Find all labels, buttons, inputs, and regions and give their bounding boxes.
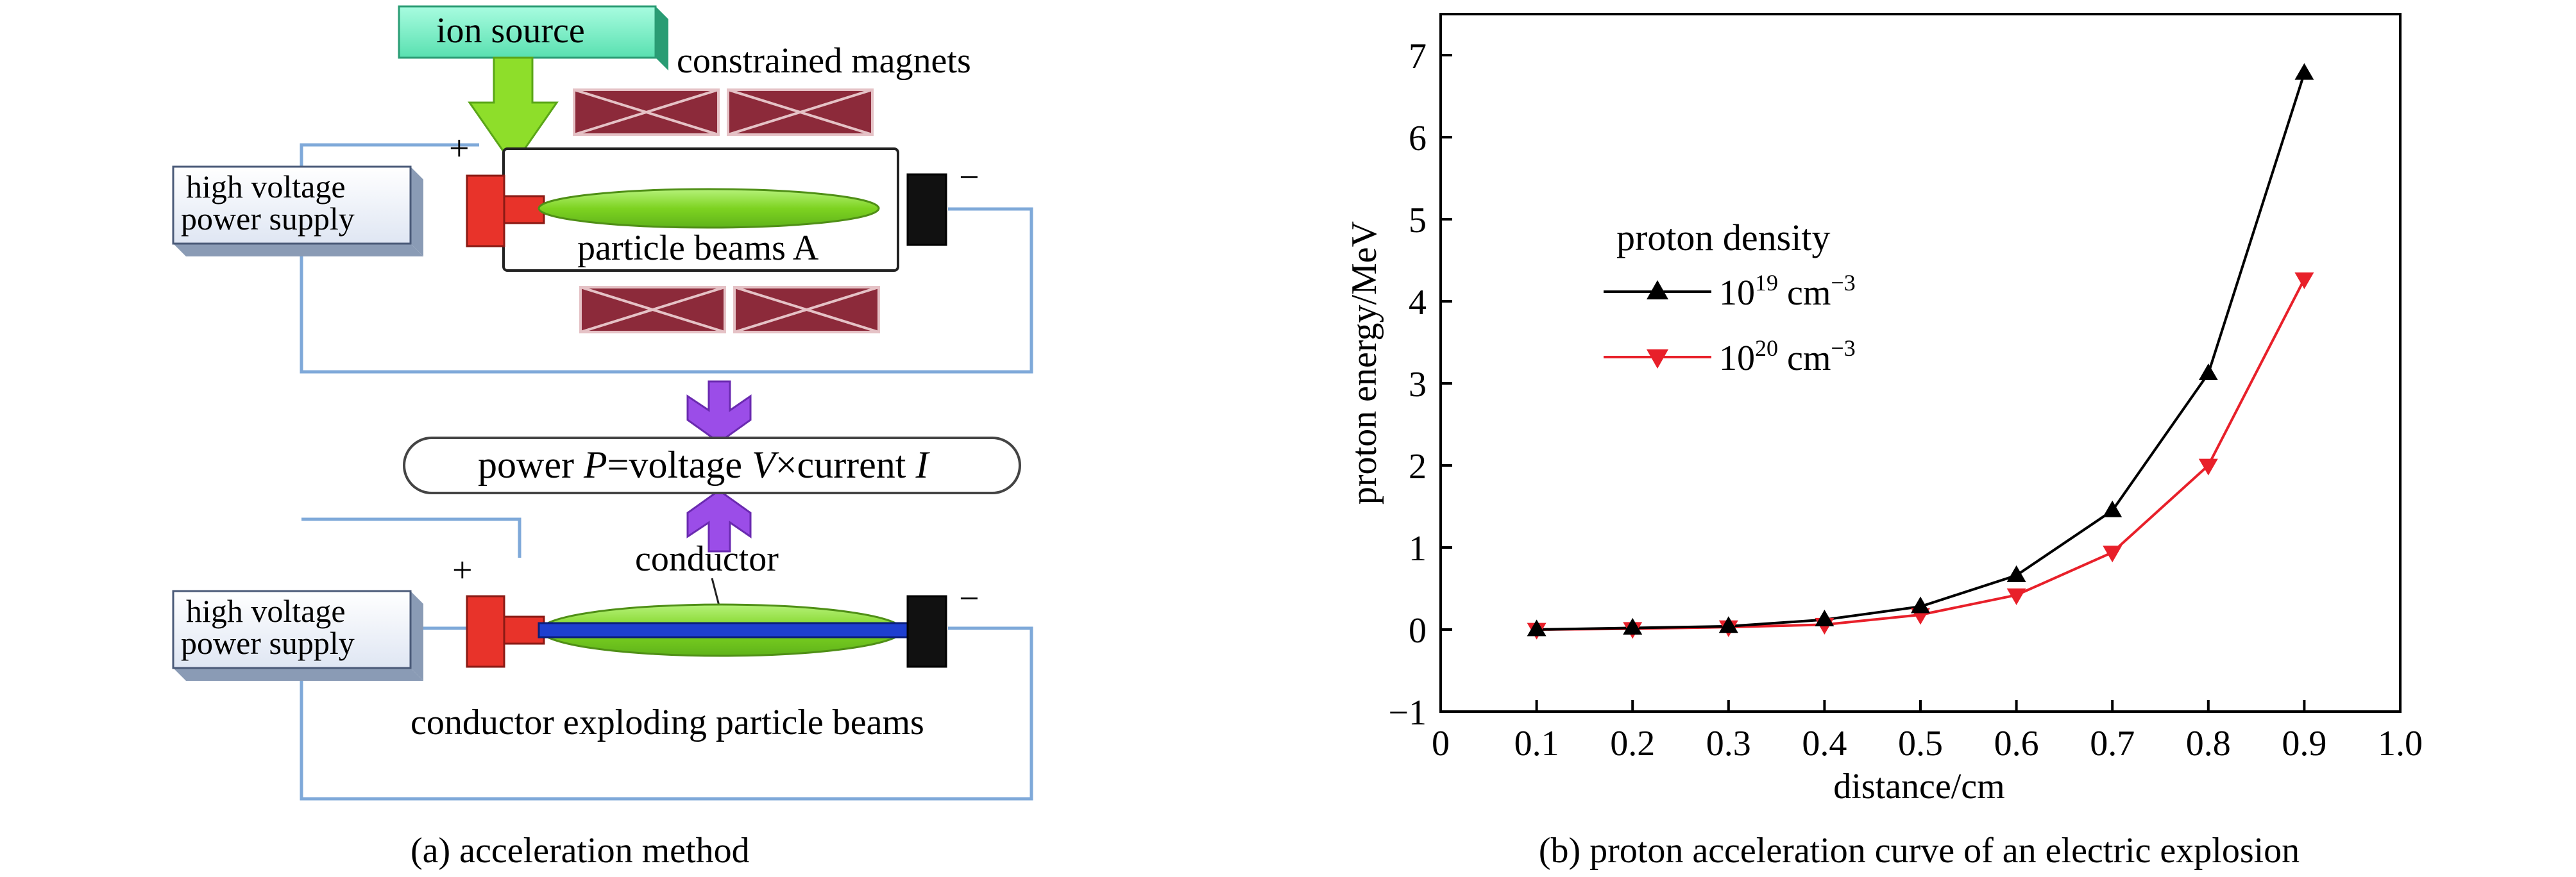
y-axis-label: proton energy/MeV <box>1344 221 1384 505</box>
anode-electrode-bottom <box>466 595 545 668</box>
ion-injection-arrow <box>468 56 559 167</box>
y-tick-label: 7 <box>1409 37 1427 76</box>
x-tick-label: 0.1 <box>1514 724 1559 764</box>
x-tick-label: 0.5 <box>1898 724 1943 764</box>
acceleration-method-diagram: ion source constrained magnets high volt… <box>172 5 1033 871</box>
y-tick-label: −1 <box>1388 693 1427 733</box>
x-tick-label: 0.9 <box>2282 724 2326 764</box>
legend-entry-2: 1020 cm−3 <box>1604 335 1856 378</box>
conductor-rod <box>538 622 912 639</box>
hv-supply-bottom-line1: high voltage <box>186 593 346 629</box>
cathode-electrode-bottom <box>906 595 947 668</box>
data-point-triangle-up <box>1718 616 1738 633</box>
legend-label-2: 1020 cm−3 <box>1719 335 1856 378</box>
data-point-triangle-down <box>2294 272 2314 290</box>
caption-b: (b) proton acceleration curve of an elec… <box>1539 831 2300 871</box>
data-point-triangle-down <box>2006 588 2026 605</box>
data-point-triangle-up <box>2198 363 2218 381</box>
y-axis-ticks: −1 0 1 2 3 4 5 6 7 <box>1388 37 1452 733</box>
magnets-top <box>573 88 874 136</box>
minus-sign-top: − <box>959 158 979 197</box>
ion-source-label: ion source <box>436 11 585 51</box>
hv-supply-top-line1: high voltage <box>186 169 346 205</box>
legend-entry-1: 1019 cm−3 <box>1604 270 1856 313</box>
data-point-triangle-up <box>1527 619 1546 637</box>
x-tick-label: 0 <box>1432 724 1450 764</box>
hv-power-supply-bottom: high voltage power supply <box>172 590 423 681</box>
legend: proton density 1019 cm−3 1020 cm−3 <box>1604 217 1856 378</box>
x-tick-label: 0.6 <box>1994 724 2039 764</box>
hv-supply-top-line2: power supply <box>181 201 355 237</box>
x-tick-label: 0.3 <box>1706 724 1751 764</box>
data-point-triangle-up <box>1623 617 1643 635</box>
series-line-triangle-down <box>1536 278 2306 631</box>
hv-supply-bottom-line2: power supply <box>181 625 355 661</box>
data-point-triangle-down <box>2103 546 2123 563</box>
proton-acceleration-chart: 0 0.1 0.2 0.3 0.4 0.5 0.6 0.7 0.8 0.9 1.0 −1012345… <box>1344 13 2423 871</box>
series-layer <box>1527 63 2314 640</box>
anode-electrode-top <box>466 174 545 247</box>
legend-title: proton density <box>1616 217 1830 258</box>
data-point-triangle-up <box>2103 500 2123 517</box>
magnets-bottom <box>579 286 880 333</box>
y-tick-label: 6 <box>1409 119 1427 158</box>
plus-sign-top: + <box>449 129 470 169</box>
x-tick-label: 0.8 <box>2186 724 2231 764</box>
minus-sign-bottom: − <box>959 579 979 619</box>
y-tick-label: 2 <box>1409 447 1427 487</box>
conductor-label: conductor <box>635 539 779 579</box>
caption-a: (a) acceleration method <box>411 831 750 871</box>
y-tick-label: 0 <box>1409 611 1427 651</box>
hv-power-supply-top: high voltage power supply <box>172 165 423 256</box>
plus-sign-bottom: + <box>452 551 473 590</box>
x-tick-label: 0.4 <box>1802 724 1847 764</box>
conductor-exploding-label: conductor exploding particle beams <box>411 703 924 742</box>
purple-arrow-up <box>686 489 752 553</box>
x-axis-label: distance/cm <box>1833 767 2004 806</box>
power-formula: power P=voltage V×current I <box>478 444 930 486</box>
legend-label-1: 1019 cm−3 <box>1719 270 1856 313</box>
x-tick-label: 0.7 <box>2090 724 2135 764</box>
data-point-triangle-up <box>1911 596 1930 614</box>
cathode-electrode-top <box>906 173 947 246</box>
power-formula-box <box>403 437 1021 494</box>
data-point-triangle-up <box>2006 565 2026 582</box>
x-axis-ticks: 0 0.1 0.2 0.3 0.4 0.5 0.6 0.7 0.8 0.9 1.0 <box>1432 700 2423 764</box>
particle-beams-a-label: particle beams A <box>577 228 819 268</box>
constrained-magnets-label: constrained magnets <box>677 41 971 81</box>
purple-arrow-down <box>686 380 752 444</box>
y-tick-label: 5 <box>1409 201 1427 240</box>
legend-marker-triangle-up <box>1647 280 1668 299</box>
data-point-triangle-up <box>1815 610 1835 627</box>
x-tick-label: 1.0 <box>2378 724 2423 764</box>
x-tick-label: 0.2 <box>1610 724 1655 764</box>
y-tick-label: 4 <box>1409 283 1427 322</box>
y-tick-label: 3 <box>1409 365 1427 405</box>
data-point-triangle-down <box>2198 458 2218 476</box>
legend-marker-triangle-down <box>1647 349 1668 369</box>
y-tick-label: 1 <box>1409 529 1427 569</box>
particle-beam-a <box>538 188 880 229</box>
ion-source-box: ion source <box>398 5 668 71</box>
data-point-triangle-up <box>2294 63 2314 80</box>
